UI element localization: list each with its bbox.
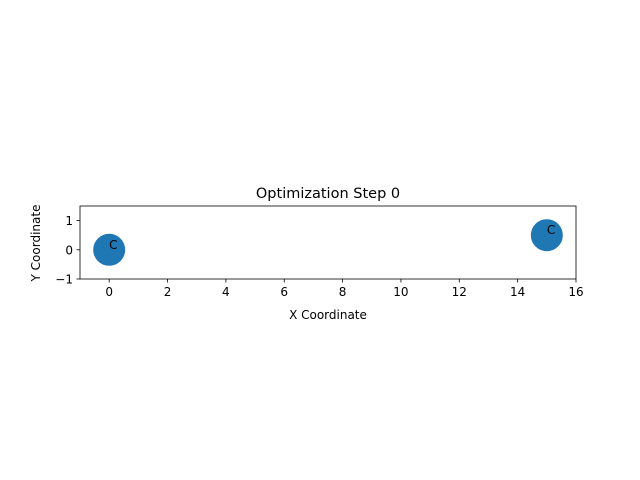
x-tick-label-2: 4 bbox=[222, 285, 230, 299]
x-tick-label-1: 2 bbox=[164, 285, 172, 299]
x-tick-label-5: 10 bbox=[393, 285, 408, 299]
x-tick-label-7: 14 bbox=[510, 285, 525, 299]
point-label-1: C bbox=[547, 223, 555, 237]
y-tick-label-0: −1 bbox=[55, 273, 73, 287]
x-tick-label-6: 12 bbox=[452, 285, 467, 299]
x-tick-label-4: 8 bbox=[339, 285, 347, 299]
y-tick-label-2: 1 bbox=[65, 214, 73, 228]
point-label-0: C bbox=[109, 238, 117, 252]
x-axis-label: X Coordinate bbox=[289, 308, 367, 322]
y-tick-label-1: 0 bbox=[65, 243, 73, 257]
plot-frame bbox=[79, 205, 577, 280]
data-point-0 bbox=[93, 233, 126, 266]
chart-title: Optimization Step 0 bbox=[256, 186, 400, 202]
x-tick-label-3: 6 bbox=[280, 285, 288, 299]
y-axis-label: Y Coordinate bbox=[29, 205, 43, 283]
x-tick-label-0: 0 bbox=[105, 285, 113, 299]
axis-ticks: 0 2 4 6 8 10 12 14 16 −1 0 1 bbox=[55, 214, 583, 299]
data-point-1 bbox=[530, 219, 563, 252]
x-tick-label-8: 16 bbox=[568, 285, 583, 299]
plot-area: CC bbox=[79, 205, 577, 280]
